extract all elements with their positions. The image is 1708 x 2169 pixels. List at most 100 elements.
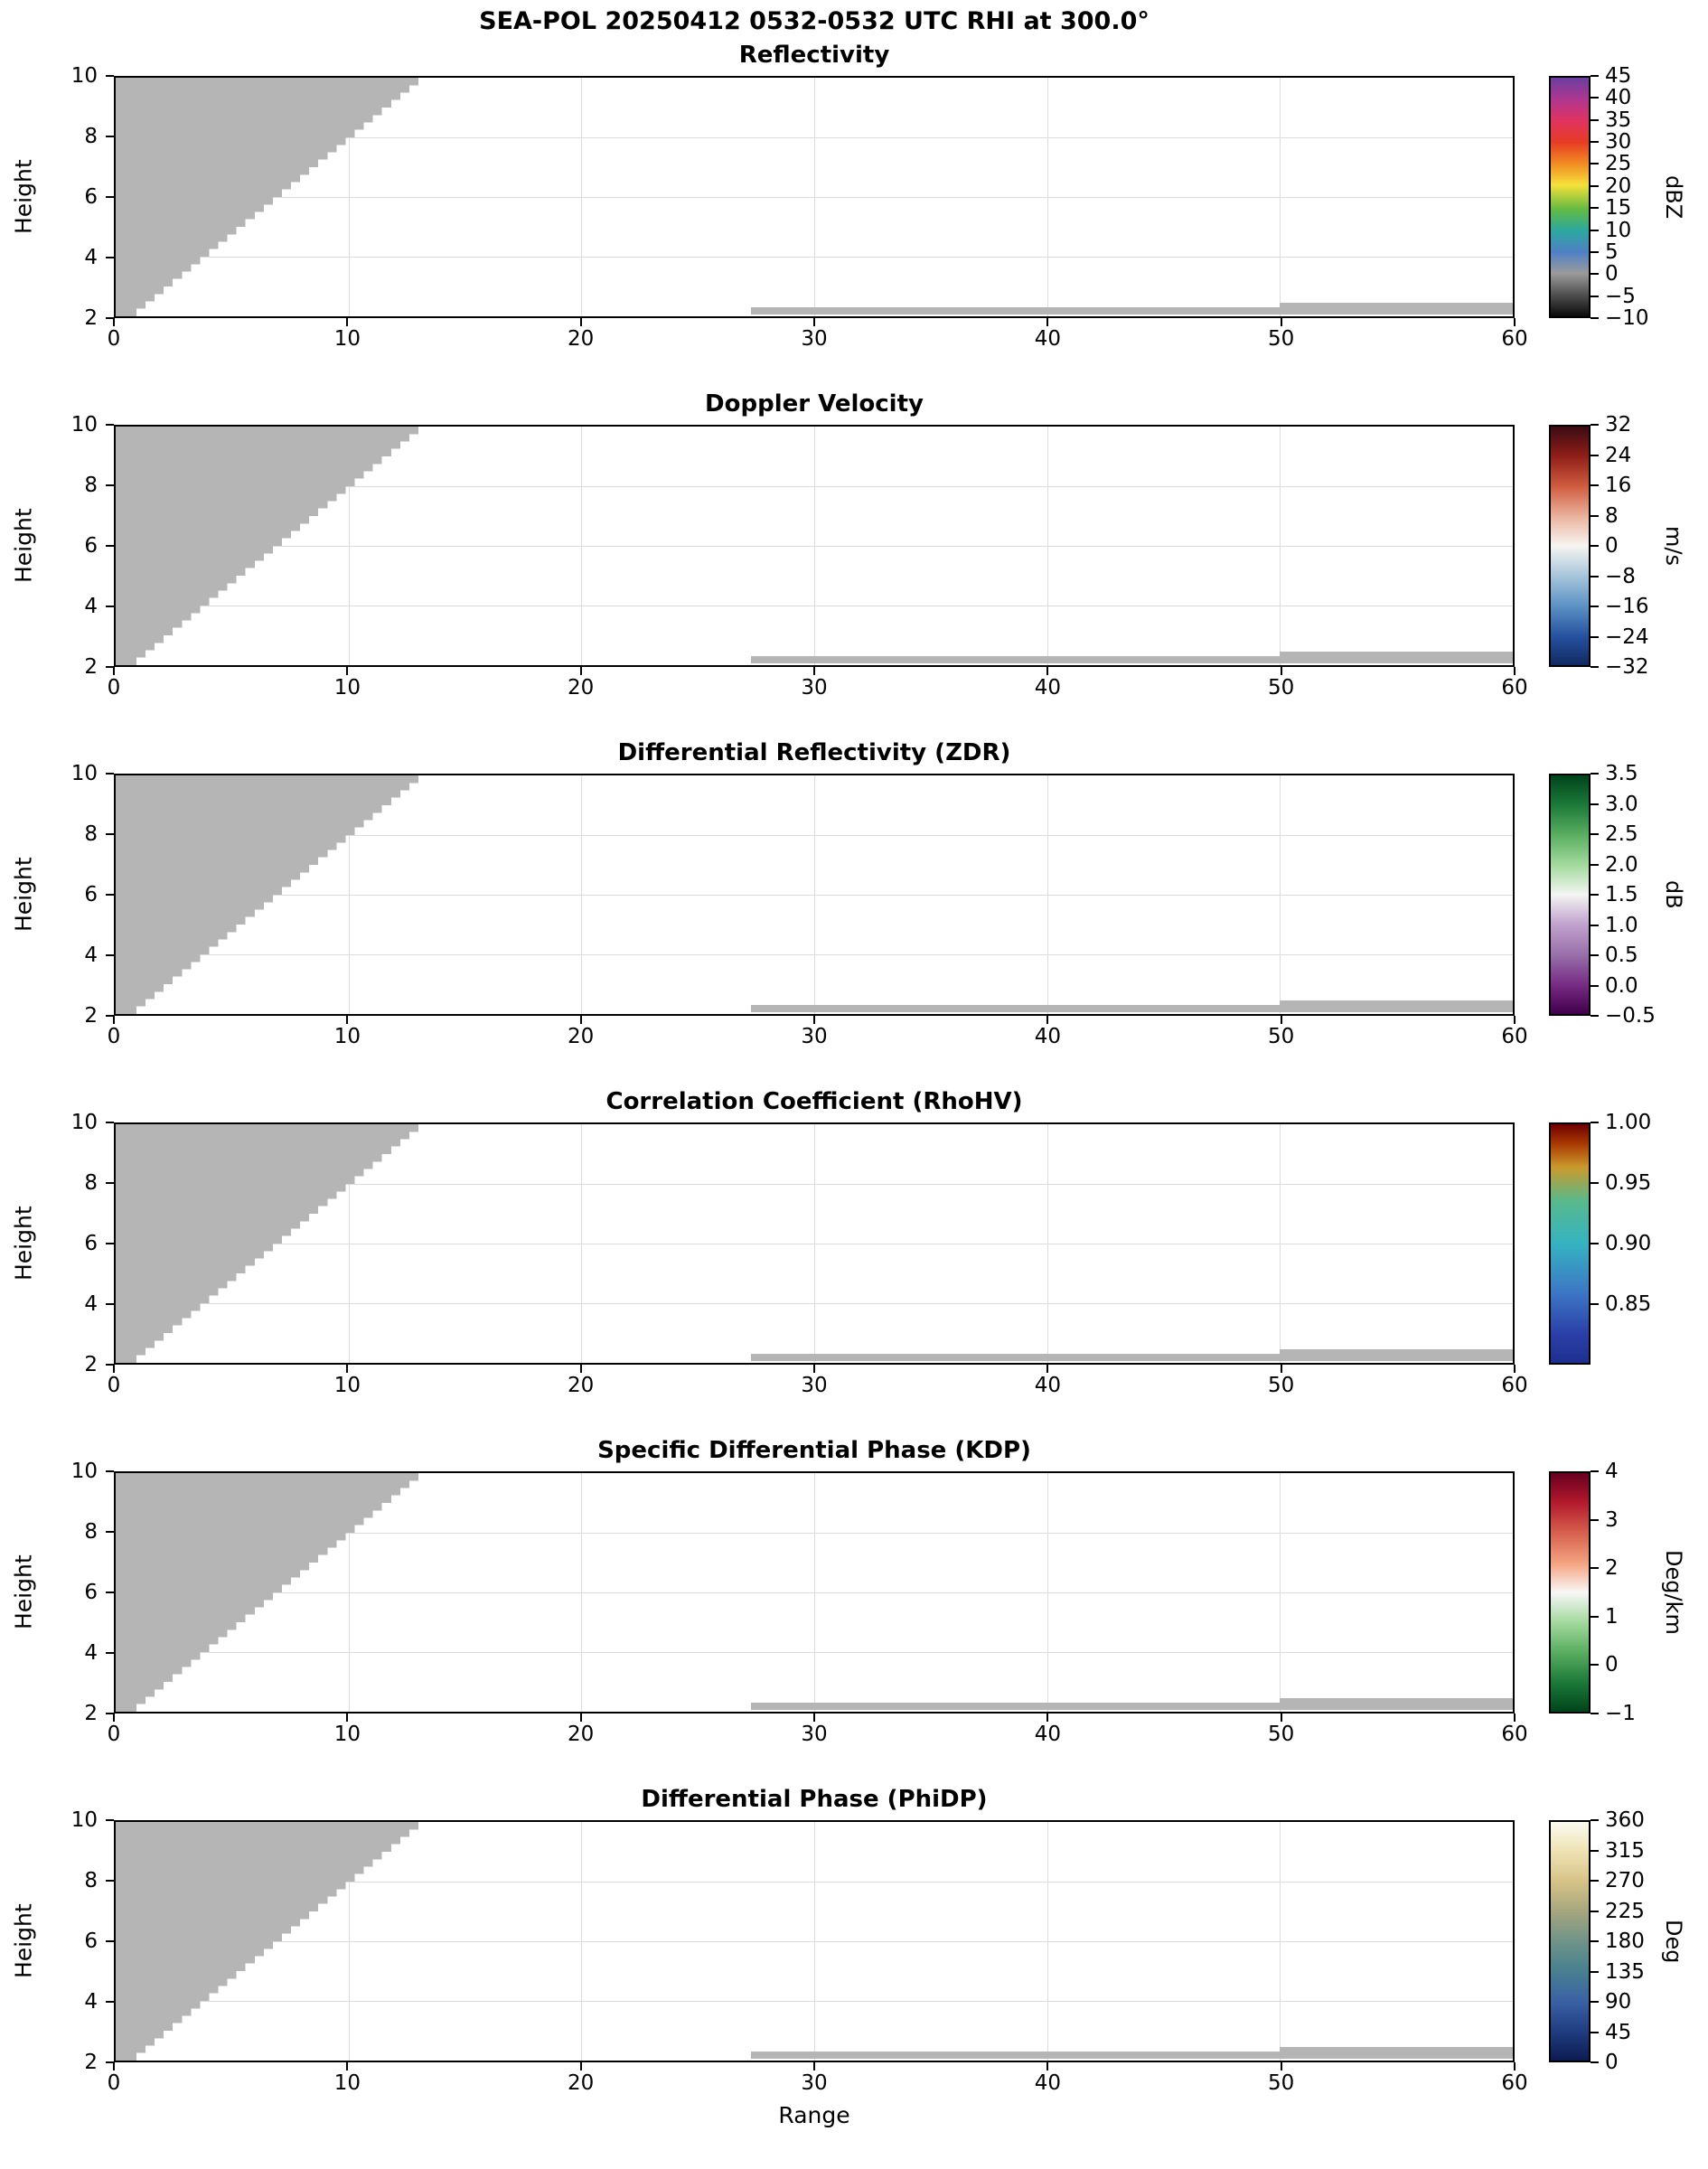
no-data-band [751,1005,1281,1013]
colorbar [1549,1820,1591,2062]
x-tick-mark [1046,1365,1049,1373]
y-tick-label: 6 [84,1930,98,1953]
y-tick-label: 6 [84,1232,98,1255]
x-tick-mark [1514,1365,1516,1373]
colorbar-tick-mark [1591,317,1599,319]
x-tick-mark [579,1016,582,1024]
colorbar-tick-label: 2 [1605,1556,1619,1581]
gridline-horizontal [116,1652,1513,1653]
gridline-horizontal [116,2001,1513,2002]
x-tick-mark [813,318,815,326]
gridline-horizontal [116,137,1513,138]
x-tick-label: 0 [107,1374,121,1397]
colorbar-tick-label: 0.0 [1605,973,1638,998]
y-tick-label: 2 [84,655,98,679]
y-tick-label: 10 [70,413,98,437]
y-tick-mark [106,1364,114,1366]
colorbar-tick-mark [1591,1122,1599,1123]
y-tick-mark [106,773,114,775]
colorbar-unit-label: Deg [1661,1919,1686,1964]
x-tick-mark [1280,318,1282,326]
x-tick-mark [113,1365,115,1373]
y-axis-label: Height [10,1554,37,1630]
colorbar-tick-mark [1591,1615,1599,1618]
colorbar-tick-label: 5 [1605,239,1619,264]
colorbar-tick-label: 2.0 [1605,852,1638,877]
colorbar-tick-label: 0.90 [1605,1232,1652,1255]
y-tick-mark [106,666,114,668]
y-tick-mark [106,1652,114,1654]
colorbar-tick-mark [1591,2061,1599,2063]
gridline-horizontal [116,257,1513,258]
panel-title: Correlation Coefficient (RhoHV) [605,1088,1023,1115]
colorbar-tick-label: −10 [1605,306,1649,330]
x-tick-label: 40 [1034,1374,1061,1397]
plot-area [114,1122,1515,1365]
colorbar-tick-label: 0.5 [1605,944,1638,967]
colorbar-tick-label: 8 [1605,503,1619,528]
y-tick-mark [106,1303,114,1305]
colorbar-tick-label: 0 [1605,1653,1619,1677]
colorbar-tick-label: −24 [1605,624,1649,649]
y-tick-label: 10 [70,762,98,785]
colorbar-tick-mark [1591,484,1599,486]
y-tick-mark [106,545,114,547]
y-tick-mark [106,75,114,77]
colorbar-tick-label: 225 [1605,1899,1645,1923]
colorbar-tick-label: 10 [1605,218,1632,242]
x-tick-label: 40 [1034,1723,1061,1746]
colorbar-tick-label: 0.95 [1605,1171,1652,1195]
colorbar-tick-mark [1591,1015,1599,1017]
colorbar-tick-mark [1591,2031,1599,2033]
y-tick-mark [106,1015,114,1017]
colorbar [1549,774,1591,1016]
x-tick-mark [113,1016,115,1024]
x-tick-label: 60 [1501,2071,1528,2095]
y-tick-mark [106,1182,114,1184]
colorbar-tick-label: 30 [1605,130,1632,155]
x-tick-mark [813,1365,815,1373]
y-tick-mark [106,484,114,486]
colorbar-tick-label: 45 [1605,2020,1632,2044]
y-tick-mark [106,1592,114,1593]
colorbar-tick-mark [1591,184,1599,187]
gridline-horizontal [116,197,1513,198]
colorbar-tick-mark [1591,1910,1599,1912]
colorbar-tick-label: 4 [1605,1460,1619,1483]
y-tick-mark [106,2061,114,2063]
colorbar-tick-label: −5 [1605,284,1636,308]
x-tick-label: 50 [1268,1374,1295,1397]
colorbar-tick-label: 135 [1605,1959,1645,1984]
panel-title: Specific Differential Phase (KDP) [597,1437,1031,1464]
colorbar-tick-label: −8 [1605,564,1636,588]
gridline-horizontal [116,546,1513,547]
colorbar-tick-label: 0 [1605,534,1619,558]
colorbar-tick-label: 45 [1605,64,1632,88]
colorbar-tick-label: 24 [1605,443,1632,467]
y-tick-label: 2 [84,1004,98,1028]
y-tick-label: 4 [84,1641,98,1665]
colorbar-tick-label: 3 [1605,1507,1619,1532]
y-tick-label: 2 [84,2051,98,2074]
x-tick-mark [346,667,349,675]
y-tick-label: 8 [84,822,98,846]
x-tick-mark [346,1016,349,1024]
x-tick-label: 0 [107,1025,121,1048]
colorbar-tick-mark [1591,666,1599,668]
y-tick-mark [106,196,114,198]
x-tick-mark [579,2062,582,2070]
colorbar-tick-label: 1.5 [1605,883,1638,906]
colorbar-tick-label: 2.5 [1605,822,1638,846]
colorbar-tick-label: 0 [1605,262,1619,286]
colorbar-tick-label: 3.0 [1605,792,1638,816]
panel-title: Doppler Velocity [705,390,924,418]
plot-area [114,76,1515,318]
y-tick-mark [106,1880,114,1882]
x-tick-mark [346,2062,349,2070]
colorbar-tick-mark [1591,75,1599,77]
colorbar-tick-mark [1591,250,1599,253]
y-tick-label: 8 [84,1869,98,1892]
y-axis-label: Height [10,1903,37,1979]
colorbar-tick-mark [1591,295,1599,297]
x-tick-label: 40 [1034,2071,1061,2095]
